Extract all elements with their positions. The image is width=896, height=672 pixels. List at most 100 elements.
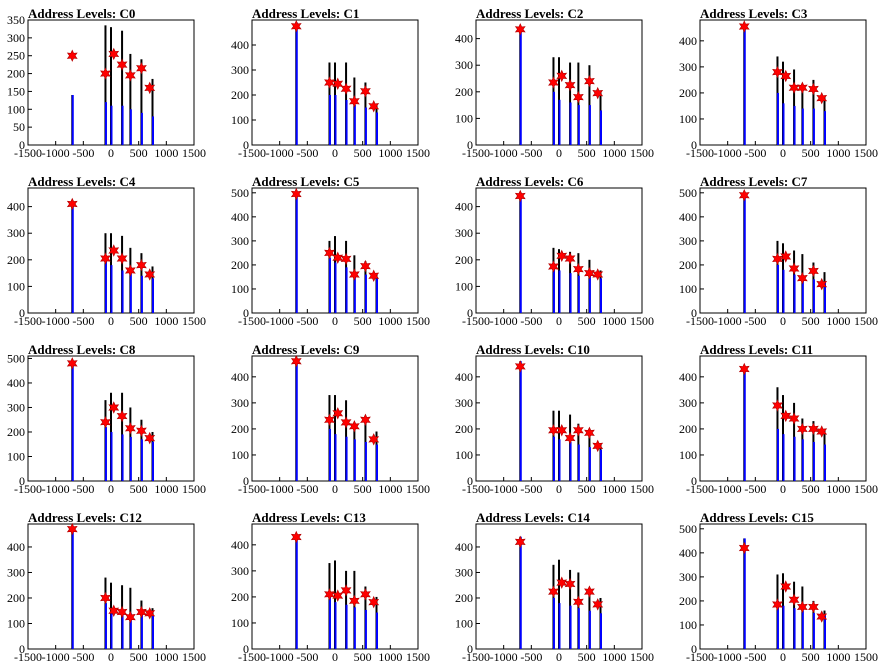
y-tick-label: 500: [7, 351, 25, 365]
x-tick-label: -500: [520, 650, 542, 664]
y-tick-label: 400: [7, 540, 25, 554]
blue-bar: [152, 278, 154, 313]
star-marker: [514, 360, 526, 373]
blue-bar: [743, 366, 746, 481]
black-bar: [577, 62, 580, 145]
blue-bar: [353, 607, 356, 649]
chart-panel: 0 100 200 300 400 500 -1500 -1000 -500 0 500 1000 15…: [0, 336, 224, 504]
y-tick-label: 0: [19, 474, 25, 488]
star-marker: [360, 413, 371, 427]
x-tick-label: -500: [72, 650, 94, 664]
x-tick-label: -1000: [266, 650, 294, 664]
star-marker: [290, 354, 302, 368]
x-tick-label: 1000: [826, 146, 850, 160]
x-tick-label: 0: [332, 482, 338, 496]
blue-bar: [376, 612, 378, 649]
x-tick-label: 500: [130, 482, 148, 496]
x-tick-label: -1500: [238, 314, 266, 328]
blue-bar: [71, 202, 74, 313]
x-tick-label: -1500: [686, 314, 714, 328]
star-marker: [66, 49, 78, 62]
blue-bar: [295, 191, 298, 313]
y-tick-label: 200: [455, 591, 473, 605]
star-marker: [738, 541, 750, 555]
blue-bar: [334, 434, 337, 481]
star-marker: [796, 422, 808, 436]
star-marker: [340, 416, 352, 429]
star-marker: [514, 535, 526, 549]
blue-bar: [334, 602, 337, 649]
blue-bar: [577, 105, 580, 145]
star-marker: [108, 244, 120, 257]
blue-bar: [782, 269, 785, 313]
y-tick-label: 100: [7, 449, 25, 463]
star-marker: [144, 607, 156, 620]
y-tick-label: 400: [231, 538, 249, 552]
y-tick-label: 400: [231, 370, 249, 384]
star-marker: [564, 252, 576, 265]
chart-title: Address Levels: C9: [252, 342, 360, 357]
y-tick-label: 300: [455, 396, 473, 410]
blue-bar: [519, 536, 522, 649]
y-tick-label: 300: [7, 400, 25, 414]
x-tick-label: 500: [802, 314, 820, 328]
x-tick-label: 1500: [406, 146, 430, 160]
blue-bar: [552, 91, 555, 145]
star-marker: [780, 69, 792, 83]
blue-bar: [110, 105, 113, 145]
x-tick-label: -500: [520, 482, 542, 496]
star-marker: [66, 522, 78, 536]
y-tick-label: 0: [467, 306, 473, 320]
y-tick-label: 200: [7, 591, 25, 605]
chart-plot: 0 100 200 300 400 500 -1500 -1000 -500 0 500 1000 15…: [679, 186, 878, 328]
blue-bar: [743, 538, 746, 649]
blue-bar: [345, 436, 348, 481]
x-tick-label: 1000: [378, 314, 402, 328]
blue-bar: [569, 102, 572, 145]
x-tick-label: 0: [332, 314, 338, 328]
star-marker: [564, 431, 576, 445]
blue-bar: [558, 439, 561, 481]
blue-bar: [812, 441, 815, 481]
chart-title: Address Levels: C11: [700, 342, 814, 357]
x-tick-label: 1500: [854, 146, 878, 160]
x-tick-label: 0: [108, 650, 114, 664]
x-tick-label: -1000: [490, 314, 518, 328]
star-marker: [572, 423, 584, 437]
x-tick-label: -500: [744, 146, 766, 160]
x-tick-label: 0: [780, 482, 786, 496]
x-tick-label: 0: [332, 146, 338, 160]
blue-bar: [600, 278, 602, 313]
star-marker: [144, 268, 156, 281]
star-marker: [788, 412, 800, 425]
blue-bar: [104, 427, 107, 481]
y-tick-label: 400: [679, 370, 697, 384]
star-marker: [556, 249, 568, 263]
blue-bar: [129, 613, 132, 649]
y-tick-label: 200: [231, 88, 249, 102]
y-tick-label: 300: [679, 396, 697, 410]
blue-bar: [519, 361, 522, 481]
star-marker: [808, 82, 819, 96]
x-tick-label: -1500: [686, 650, 714, 664]
star-marker: [124, 610, 136, 624]
y-tick-label: 100: [231, 113, 249, 127]
star-marker: [360, 588, 371, 601]
blue-bar: [104, 603, 107, 649]
blue-bar: [129, 109, 132, 145]
x-tick-label: -500: [72, 482, 94, 496]
x-tick-label: 0: [332, 650, 338, 664]
star-marker: [796, 271, 808, 285]
blue-bar: [328, 428, 331, 481]
blue-bar: [588, 610, 591, 649]
star-marker: [772, 399, 783, 412]
x-tick-label: -500: [72, 314, 94, 328]
black-bar: [782, 61, 784, 145]
star-marker: [368, 433, 380, 446]
blue-bar: [71, 527, 74, 649]
chart-plot: 0 100 200 300 400 -1500 -1000 -500 0 500 1000 1500: [455, 523, 654, 664]
star-marker: [136, 424, 147, 437]
x-tick-label: -1500: [14, 314, 42, 328]
y-tick-label: 200: [679, 86, 697, 100]
